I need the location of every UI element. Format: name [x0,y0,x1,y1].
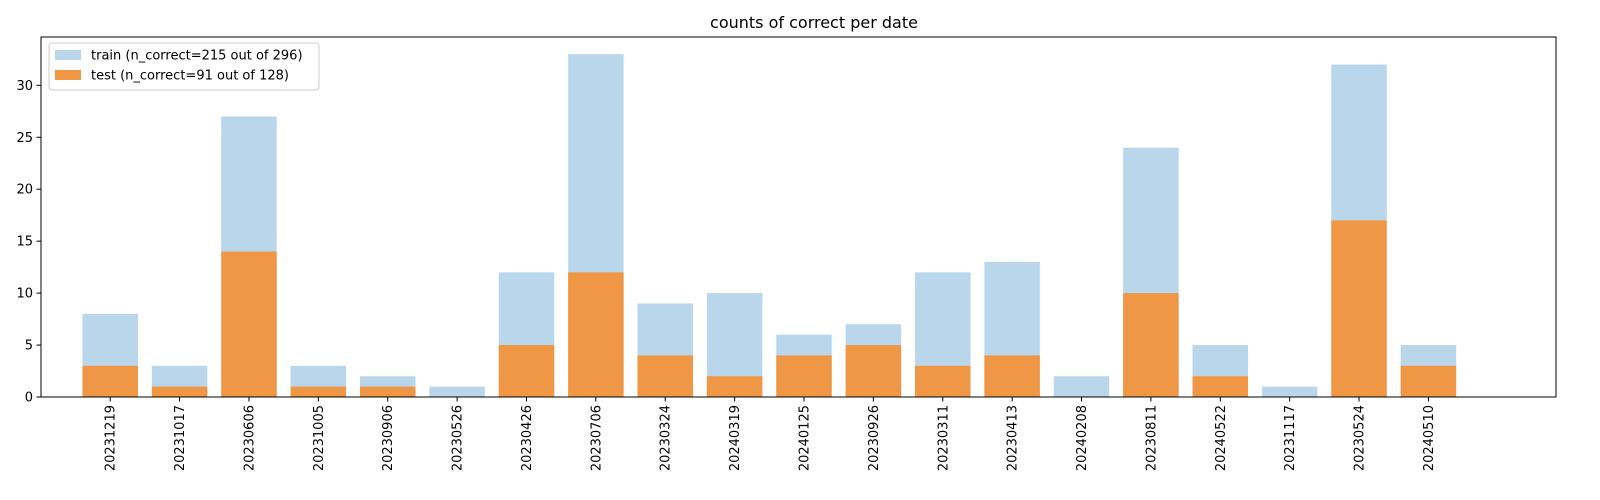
y-tick-label: 15 [16,235,33,250]
series-1 [82,220,1457,397]
x-tick-label: 20240208 [1075,405,1090,471]
x-tick-label: 20231017 [173,405,188,471]
test-bar-20230926 [845,345,902,397]
test-bar-20240125 [776,355,832,397]
x-tick-label: 20230606 [242,405,257,471]
legend-swatch-0 [55,50,81,60]
train-bar-20240208 [1053,376,1110,397]
y-tick-label: 20 [16,183,33,198]
x-tick-label: 20231005 [312,405,327,471]
test-bar-20240319 [706,376,763,397]
legend-label-1: test (n_correct=91 out of 128) [91,69,289,84]
x-tick-label: 20240319 [728,405,743,471]
x-tick-label: 20240125 [798,405,813,471]
legend: train (n_correct=215 out of 296) test (n_… [48,42,320,91]
train-bar-20231117 [1261,386,1318,397]
legend-swatch-1 [55,70,81,80]
x-tick-label: 20230811 [1144,405,1159,471]
test-bar-20230811 [1123,293,1179,397]
test-bar-20230324 [637,355,693,397]
x-tick-label: 20240522 [1214,405,1229,471]
test-bar-20230524 [1331,220,1387,397]
test-bar-20231005 [290,386,347,397]
y-tick-label: 30 [16,79,33,94]
test-bar-20230413 [984,355,1040,397]
test-bar-20230706 [568,272,624,397]
y-tick-label: 25 [16,131,33,146]
test-bar-20240522 [1192,376,1249,397]
x-tick-label: 20230413 [1006,405,1021,471]
y-tick-label: 10 [16,287,33,302]
test-bar-20230906 [359,386,416,397]
plot-frame [40,36,1557,398]
x-tick-label: 20231117 [1283,405,1298,471]
legend-box [48,42,320,91]
axes-layer: 0 5 10 15 20 25 30 20231219 20231017 20230606 2023… [16,36,1557,471]
x-tick-label: 20230926 [867,405,882,471]
legend-label-0: train (n_correct=215 out of 296) [91,49,303,64]
bars-layer [82,54,1457,397]
x-tick-label: 20231219 [104,405,119,471]
x-tick-label: 20230524 [1353,405,1368,471]
x-tick-label: 20230426 [520,405,535,471]
train-bar-20230526 [429,386,485,397]
x-tick-label: 20230324 [659,405,674,471]
test-bar-20231219 [82,365,138,397]
x-tick-label: 20230906 [381,405,396,471]
x-tick-label: 20240510 [1422,405,1437,471]
series-0 [82,54,1457,397]
test-bar-20230426 [498,345,555,397]
test-bar-20230606 [221,251,277,397]
y-tick-label: 0 [25,391,33,406]
x-tick-label: 20230526 [451,405,466,471]
y-tick-label: 5 [25,339,33,354]
x-tick-label: 20230311 [936,405,951,471]
test-bar-20231017 [151,386,208,397]
test-bar-20240510 [1400,365,1457,397]
chart-title: counts of correct per date [710,13,918,32]
test-bar-20230311 [915,365,971,397]
x-tick-label: 20230706 [589,405,604,471]
